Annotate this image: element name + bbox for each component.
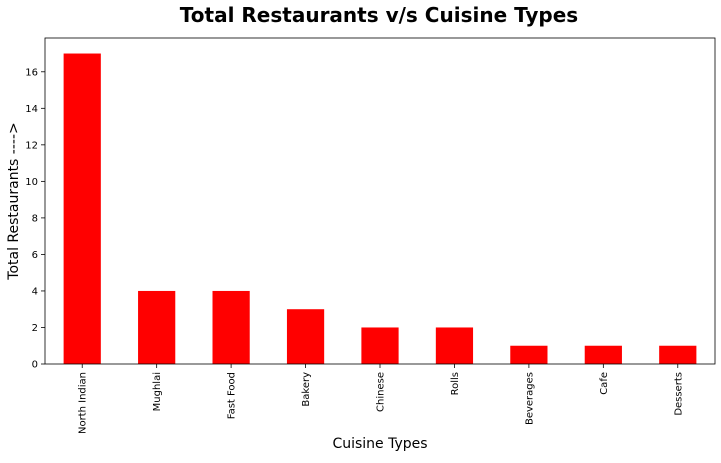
x-tick-label: Rolls bbox=[450, 372, 461, 395]
bar-7 bbox=[584, 345, 622, 364]
x-tick-label: North Indian bbox=[78, 372, 89, 434]
y-tick-label: 2 bbox=[32, 323, 38, 334]
bars-group bbox=[63, 53, 697, 365]
bar-2 bbox=[212, 290, 250, 364]
x-tick-label: Cafe bbox=[599, 372, 610, 395]
x-tick-label: Fast Food bbox=[227, 372, 238, 419]
bar-8 bbox=[659, 345, 697, 364]
y-tick-label: 12 bbox=[25, 140, 38, 151]
x-tick-label: Desserts bbox=[673, 372, 684, 416]
y-axis-label: Total Restaurants ----> bbox=[6, 122, 22, 280]
y-tick-label: 14 bbox=[25, 104, 38, 115]
bar-4 bbox=[361, 327, 399, 364]
bar-6 bbox=[510, 345, 548, 364]
x-tick-label: Beverages bbox=[524, 372, 535, 425]
y-tick-label: 8 bbox=[32, 213, 38, 224]
bar-3 bbox=[286, 309, 325, 364]
y-axis-ticks: 0 2 4 6 8 10 12 14 16 bbox=[25, 67, 45, 371]
plot-frame bbox=[44, 37, 716, 365]
bar-5 bbox=[435, 327, 474, 364]
x-axis-label: Cuisine Types bbox=[332, 436, 427, 452]
x-tick-label: Mughlai bbox=[152, 372, 163, 411]
bar-1 bbox=[138, 290, 176, 364]
y-tick-label: 16 bbox=[25, 67, 38, 78]
y-tick-label: 6 bbox=[32, 250, 38, 261]
x-axis-ticks: North Indian Mughlai Fast Food Bakery Chines… bbox=[78, 364, 684, 434]
x-tick-label: Bakery bbox=[301, 372, 312, 407]
y-tick-label: 0 bbox=[32, 360, 38, 371]
chart-title: Total Restaurants v/s Cuisine Types bbox=[180, 3, 578, 27]
bar-0 bbox=[63, 53, 101, 365]
y-tick-label: 4 bbox=[32, 286, 38, 297]
x-tick-label: Chinese bbox=[376, 372, 387, 412]
y-tick-label: 10 bbox=[25, 177, 38, 188]
